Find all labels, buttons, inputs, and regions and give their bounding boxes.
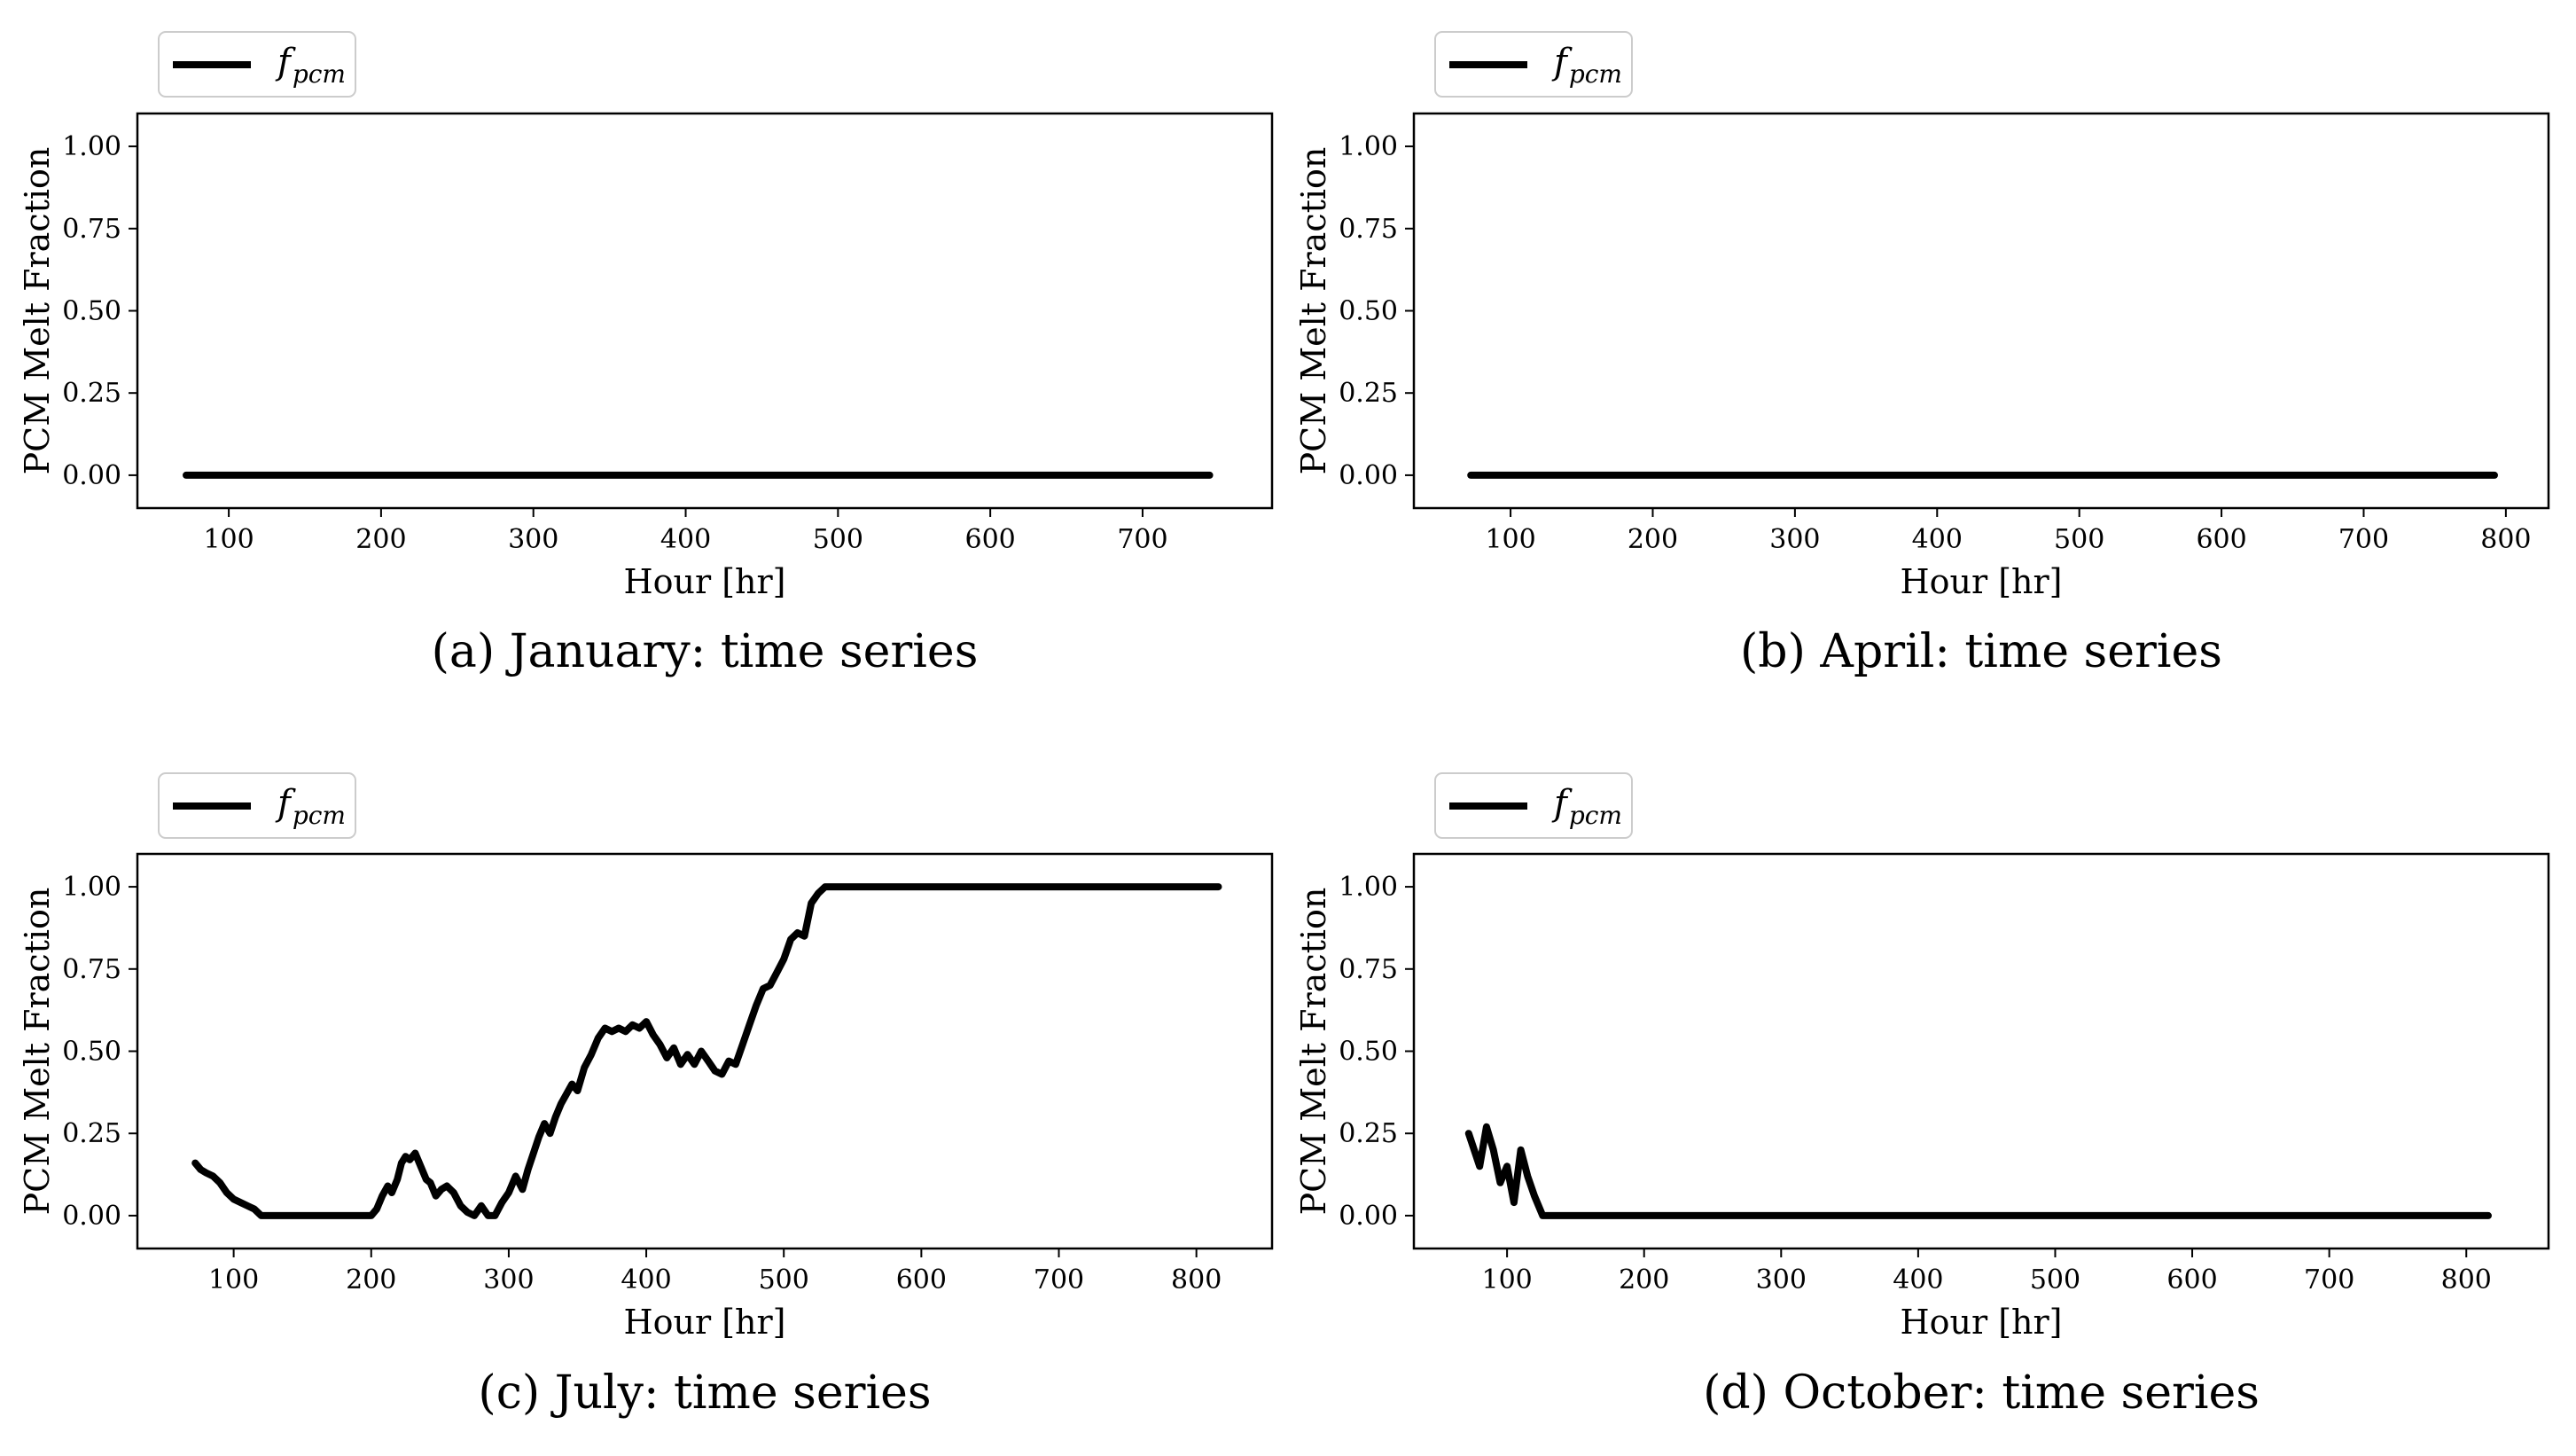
- x-axis-label: Hour [hr]: [623, 562, 785, 601]
- x-tick-label: 500: [2054, 524, 2104, 555]
- x-tick-label: 200: [355, 524, 406, 555]
- y-tick-label: 0.50: [62, 1037, 121, 1068]
- series-line-f-pcm: [1464, 1123, 2492, 1219]
- panel-caption: (c) July: time series: [478, 1366, 931, 1420]
- y-tick-label: 0.00: [1339, 460, 1398, 491]
- x-tick-label: 100: [203, 524, 254, 555]
- y-tick-label: 0.75: [1339, 954, 1398, 985]
- x-tick-label: 800: [2480, 524, 2531, 555]
- y-tick-label: 0.00: [62, 460, 121, 491]
- panel-caption: (a) January: time series: [432, 625, 979, 678]
- x-tick-label: 300: [508, 524, 558, 555]
- x-tick-label: 700: [1034, 1264, 1084, 1296]
- legend: fpcm: [158, 772, 356, 839]
- y-tick-label: 1.00: [62, 872, 121, 903]
- y-tick-label: 1.00: [1339, 872, 1398, 903]
- legend-box: [1434, 772, 1633, 839]
- y-tick-label: 1.00: [1339, 131, 1398, 162]
- y-axis-label: PCM Melt Fraction: [1294, 147, 1333, 475]
- y-axis-label: PCM Melt Fraction: [18, 888, 57, 1216]
- x-tick-label: 800: [2441, 1264, 2492, 1296]
- x-tick-label: 500: [813, 524, 863, 555]
- chart-panel-4: 100 200 300 400 500 600 700 800 0.00 0.25 0.50 0.75…: [1294, 772, 2550, 1420]
- x-tick-label: 300: [1756, 1264, 1807, 1296]
- x-tick-label: 500: [2030, 1264, 2080, 1296]
- x-tick-label: 400: [1912, 524, 1963, 555]
- x-axis-label: Hour [hr]: [623, 1303, 785, 1342]
- legend-label: fpcm: [275, 783, 346, 830]
- x-tick-label: 700: [2338, 524, 2389, 555]
- x-tick-label: 400: [1893, 1264, 1943, 1296]
- x-tick-label: 300: [483, 1264, 534, 1296]
- y-tick-label: 0.75: [1339, 214, 1398, 245]
- x-tick-label: 200: [1619, 1264, 1669, 1296]
- legend-label-subscript: pcm: [293, 59, 346, 89]
- panel-caption: (d) October: time series: [1703, 1366, 2260, 1420]
- legend: fpcm: [1434, 31, 1633, 98]
- y-tick-label: 0.25: [62, 378, 121, 409]
- plot-frame: [1412, 852, 2550, 1250]
- x-tick-label: 100: [1481, 1264, 1532, 1296]
- x-tick-label: 100: [208, 1264, 259, 1296]
- legend-label: fpcm: [1551, 42, 1622, 89]
- chart-panel-3: 100 200 300 400 500 600 700 800 0.00 0.25 0.50 0.75…: [18, 772, 1274, 1420]
- y-tick-label: 0.25: [1339, 1118, 1398, 1149]
- x-tick-label: 800: [1171, 1264, 1222, 1296]
- y-axis-label: PCM Melt Fraction: [1294, 888, 1333, 1216]
- x-tick-label: 700: [1117, 524, 1167, 555]
- legend-label-subscript: pcm: [293, 801, 346, 830]
- x-axis-label: Hour [hr]: [1900, 562, 2062, 601]
- panel-caption: (b) April: time series: [1740, 625, 2222, 678]
- y-tick-label: 1.00: [62, 131, 121, 162]
- y-tick-label: 0.50: [1339, 1037, 1398, 1068]
- x-tick-label: 600: [2196, 524, 2246, 555]
- legend-label-subscript: pcm: [1569, 801, 1622, 830]
- x-tick-label: 300: [1769, 524, 1820, 555]
- legend-label: fpcm: [275, 42, 346, 89]
- chart-panel-1: 100 200 300 400 500 600 700 0.00 0.25 0.50 0.75 1.0…: [18, 31, 1274, 678]
- plot-frame: [1412, 112, 2550, 510]
- x-tick-label: 200: [346, 1264, 396, 1296]
- y-axis-label: PCM Melt Fraction: [18, 147, 57, 475]
- x-tick-label: 600: [896, 1264, 947, 1296]
- y-tick-label: 0.50: [62, 296, 121, 327]
- legend-box: [1434, 31, 1633, 98]
- legend-box: [158, 31, 356, 98]
- y-tick-label: 0.75: [62, 954, 121, 985]
- legend-box: [158, 772, 356, 839]
- x-tick-label: 400: [660, 524, 711, 555]
- plot-frame: [136, 112, 1274, 510]
- y-tick-label: 0.25: [62, 1118, 121, 1149]
- x-tick-label: 600: [2166, 1264, 2217, 1296]
- y-tick-label: 0.75: [62, 214, 121, 245]
- legend: fpcm: [1434, 772, 1633, 839]
- y-tick-label: 0.00: [62, 1201, 121, 1232]
- legend-label-subscript: pcm: [1569, 59, 1622, 89]
- y-tick-label: 0.00: [1339, 1201, 1398, 1232]
- x-tick-label: 500: [759, 1264, 809, 1296]
- x-tick-label: 200: [1628, 524, 1678, 555]
- x-tick-label: 700: [2304, 1264, 2354, 1296]
- x-tick-label: 400: [621, 1264, 671, 1296]
- y-tick-label: 0.50: [1339, 296, 1398, 327]
- legend: fpcm: [158, 31, 356, 98]
- y-tick-label: 0.25: [1339, 378, 1398, 409]
- x-tick-label: 100: [1485, 524, 1535, 555]
- x-axis-label: Hour [hr]: [1900, 1303, 2062, 1342]
- series-line-f-pcm: [191, 883, 1222, 1219]
- chart-panel-2: 100 200 300 400 500 600 700 800 0.00 0.25 0.50 0.75…: [1294, 31, 2550, 678]
- x-tick-label: 600: [965, 524, 1016, 555]
